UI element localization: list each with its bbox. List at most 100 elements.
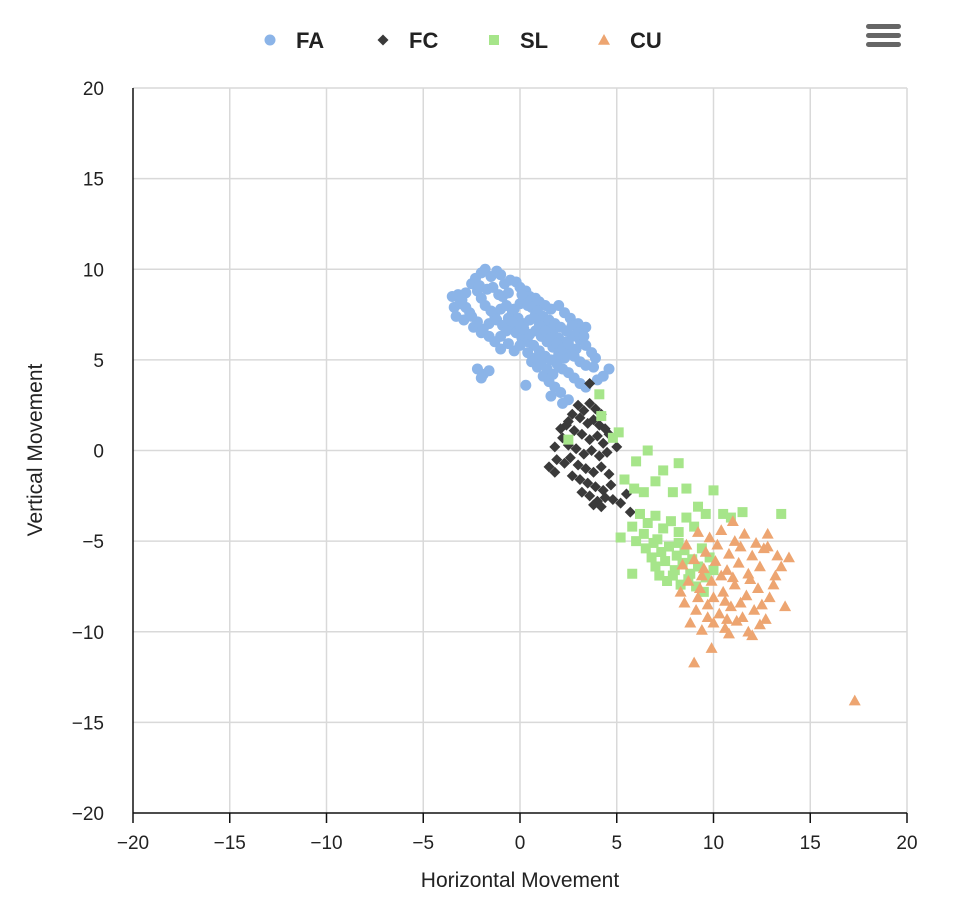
data-point-fc [588, 466, 600, 478]
data-point-sl [776, 508, 787, 519]
data-point-cu [701, 598, 714, 610]
data-point-fa [516, 289, 528, 301]
data-point-fa [502, 287, 514, 299]
data-point-sl [631, 456, 642, 467]
data-point-cu [676, 558, 689, 570]
data-point-fc [543, 461, 555, 473]
y-tick-label: 20 [83, 79, 104, 100]
data-point-sl [689, 521, 700, 532]
legend-item-fc[interactable]: FC [377, 28, 439, 53]
legend-symbol-fa [264, 34, 276, 46]
data-point-sl [642, 518, 653, 528]
y-tick-label: 10 [83, 260, 104, 281]
data-point-cu [674, 585, 687, 597]
axes [132, 88, 908, 823]
data-point-sl [642, 445, 653, 456]
data-point-sl [662, 576, 673, 586]
legend-label: CU [630, 28, 662, 53]
data-point-cu [707, 616, 720, 628]
data-point-sl [704, 552, 715, 563]
data-point-cu [738, 527, 751, 539]
data-point-cu [697, 562, 710, 574]
data-point-fc [549, 441, 561, 453]
data-point-sl [619, 474, 630, 485]
data-point-cu [728, 535, 741, 546]
legend: FA FC SL CU [264, 28, 662, 53]
data-point-sl [737, 507, 748, 518]
data-point-cu [848, 694, 861, 706]
data-point-sl [673, 537, 684, 548]
data-point-fc [611, 441, 623, 453]
data-point-fc [566, 408, 578, 420]
data-point-fa [580, 321, 592, 333]
data-point-sl [650, 476, 661, 487]
data-point-fa [589, 352, 601, 364]
data-point-sl [663, 541, 674, 552]
series-fc [543, 377, 636, 518]
data-point-fc [615, 497, 627, 509]
data-point-sl [634, 508, 645, 519]
data-point-fa [562, 338, 574, 350]
data-point-fa [506, 316, 518, 328]
data-point-sl [673, 527, 684, 538]
data-point-sl [708, 485, 719, 496]
data-point-cu [767, 578, 780, 590]
x-tick-label: 20 [896, 833, 917, 854]
data-point-cu [775, 560, 788, 572]
legend-item-fa[interactable]: FA [264, 28, 325, 53]
data-point-cu [684, 616, 697, 628]
data-point-sl [671, 550, 682, 561]
data-point-cu [726, 515, 739, 526]
data-point-cu [719, 594, 732, 606]
hamburger-menu-icon[interactable] [866, 24, 901, 47]
data-point-cu [690, 604, 703, 615]
legend-symbol-fc [377, 34, 389, 46]
data-point-fc [603, 468, 615, 480]
x-tick-labels: −20 −15 −10 −5 0 5 10 15 20 [117, 833, 918, 854]
data-point-cu [693, 582, 706, 594]
data-point-cu [695, 569, 708, 581]
data-point-cu [703, 531, 716, 543]
data-point-fc [584, 490, 596, 502]
data-point-sl [563, 434, 574, 445]
x-axis-title: Horizontal Movement [421, 869, 620, 892]
legend-symbol-cu [598, 34, 610, 45]
data-point-sl [640, 543, 651, 554]
x-tick-label: −15 [214, 833, 246, 854]
data-point-fa [475, 372, 487, 384]
data-point-fa [522, 347, 534, 359]
data-point-sl [681, 512, 692, 523]
data-point-cu [744, 573, 757, 584]
data-point-fa [466, 310, 478, 322]
data-point-cu [753, 618, 766, 630]
data-point-cu [752, 582, 765, 594]
data-point-cu [755, 598, 768, 610]
x-tick-label: −20 [117, 833, 149, 854]
data-point-cu [705, 575, 718, 586]
data-point-sl [725, 512, 736, 523]
data-point-fc [578, 448, 590, 460]
y-tick-label: 0 [93, 442, 104, 463]
data-point-cu [713, 607, 726, 619]
data-point-fc [555, 423, 567, 435]
data-point-fc [624, 506, 636, 518]
legend-item-cu[interactable]: CU [598, 28, 662, 53]
legend-item-sl[interactable]: SL [489, 28, 548, 53]
data-point-fa [578, 330, 590, 342]
data-point-sl [638, 487, 649, 498]
data-point-fc [582, 477, 594, 489]
data-point-cu [769, 569, 782, 581]
data-point-fc [591, 430, 603, 442]
data-point-sl [613, 427, 624, 438]
data-point-cu [736, 611, 749, 623]
data-point-cu [705, 642, 718, 653]
data-points [446, 263, 861, 706]
data-point-sl [658, 523, 669, 534]
y-tick-labels: −20 −15 −10 −5 0 5 10 15 20 [72, 79, 104, 825]
data-point-fc [584, 377, 596, 389]
x-tick-label: 0 [515, 833, 526, 854]
data-point-cu [761, 540, 774, 552]
data-point-fc [580, 463, 592, 475]
x-tick-label: −5 [412, 833, 434, 854]
data-point-cu [782, 551, 795, 563]
